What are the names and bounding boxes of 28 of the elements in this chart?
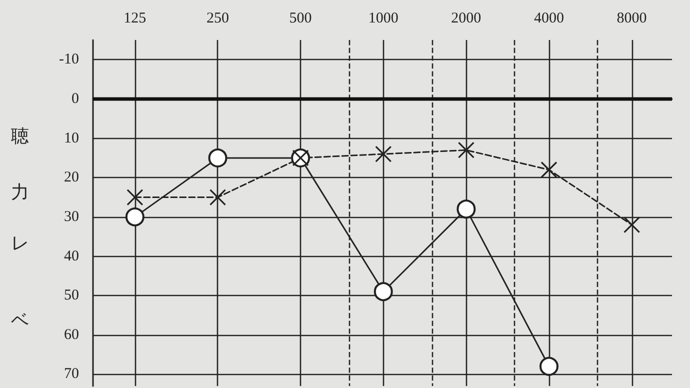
y-tick-label: -10 xyxy=(59,52,79,68)
point xyxy=(458,142,474,158)
y-tick-label: 10 xyxy=(64,130,79,146)
point xyxy=(374,282,393,302)
y-tick-label: 40 xyxy=(64,248,79,264)
x-tick-label: 2000 xyxy=(451,10,482,26)
point xyxy=(125,207,144,226)
point xyxy=(208,148,228,168)
y-tick-label: 60 xyxy=(64,326,79,343)
point xyxy=(456,200,476,219)
point xyxy=(540,356,558,376)
x-tick-label: 250 xyxy=(206,10,229,26)
y-axis-title: 聴力レベ xyxy=(9,112,31,378)
point xyxy=(126,188,144,206)
x-tick-label: 500 xyxy=(289,10,312,26)
x-tick-label: 4000 xyxy=(534,10,564,26)
point xyxy=(375,146,392,162)
x-tick-label: 125 xyxy=(124,10,146,26)
x-tick-label: 1000 xyxy=(368,10,398,26)
y-tick-label: 50 xyxy=(64,288,79,304)
y-tick-label: 20 xyxy=(64,170,79,186)
y-tick-label: 0 xyxy=(72,90,79,107)
point xyxy=(209,188,226,206)
y-tick-label: 70 xyxy=(64,366,79,382)
y-tick-label: 30 xyxy=(64,208,79,225)
point xyxy=(540,161,558,178)
x-tick-label: 8000 xyxy=(616,10,647,26)
point xyxy=(624,216,640,234)
